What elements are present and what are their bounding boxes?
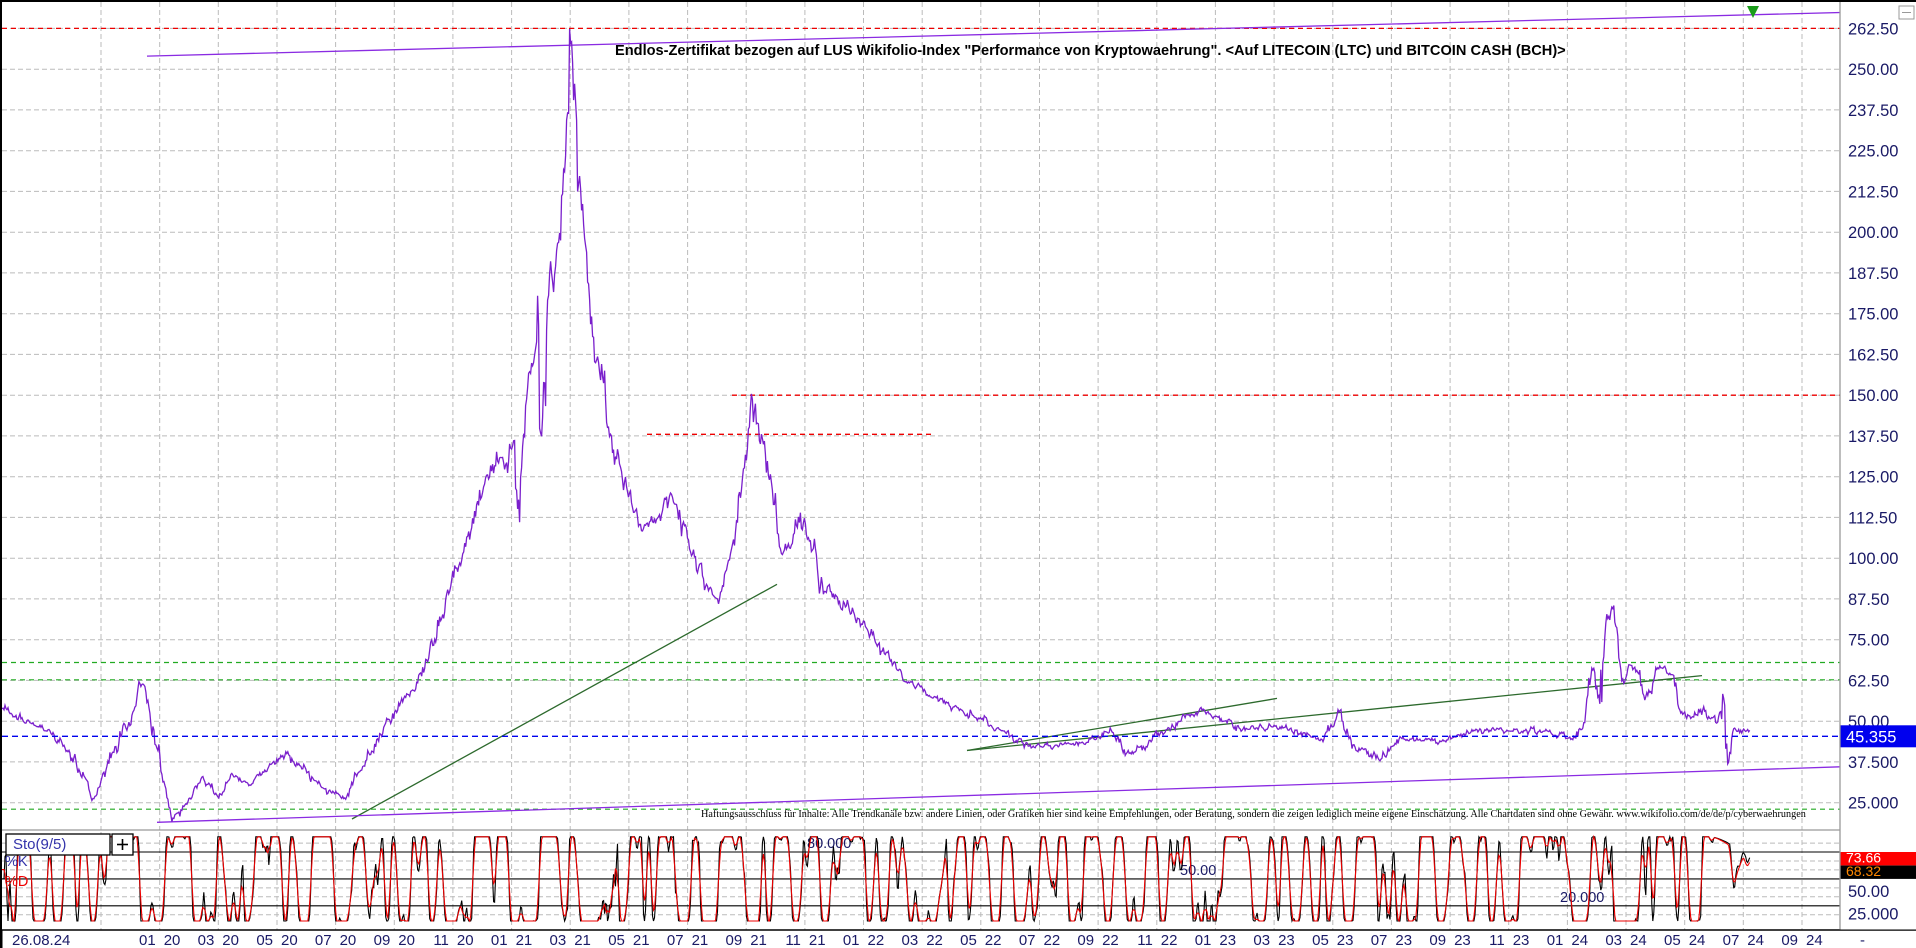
svg-text:200.00: 200.00 [1848,224,1898,242]
svg-text:26.08.24: 26.08.24 [12,932,70,948]
svg-text:25.000: 25.000 [1848,905,1898,923]
svg-text:09: 09 [374,932,391,948]
svg-text:21: 21 [692,932,709,948]
svg-text:07: 07 [1723,932,1740,948]
svg-text:03: 03 [902,932,919,948]
svg-text:24: 24 [1806,932,1823,948]
svg-text:05: 05 [256,932,273,948]
svg-text:%D: %D [5,874,28,890]
svg-text:20: 20 [457,932,474,948]
svg-text:09: 09 [1077,932,1094,948]
svg-text:20: 20 [281,932,298,948]
svg-text:-: - [1860,932,1865,948]
svg-text:07: 07 [1019,932,1036,948]
svg-text:22: 22 [1102,932,1119,948]
svg-text:23: 23 [1219,932,1236,948]
svg-text:80.000: 80.000 [807,836,851,852]
svg-text:20: 20 [164,932,181,948]
svg-text:22: 22 [868,932,885,948]
svg-text:Endlos-Zertifikat bezogen auf: Endlos-Zertifikat bezogen auf LUS Wikifo… [615,43,1566,59]
svg-text:05: 05 [1312,932,1329,948]
svg-text:212.50: 212.50 [1848,183,1898,201]
svg-text:01: 01 [491,932,508,948]
svg-text:50.00: 50.00 [1180,863,1216,879]
svg-text:87.50: 87.50 [1848,591,1889,609]
svg-text:05: 05 [960,932,977,948]
svg-text:20: 20 [340,932,357,948]
svg-text:05: 05 [1664,932,1681,948]
svg-text:37.500: 37.500 [1848,754,1898,772]
svg-text:20: 20 [398,932,415,948]
svg-text:21: 21 [633,932,650,948]
svg-text:175.00: 175.00 [1848,306,1898,324]
svg-text:24: 24 [1630,932,1647,948]
svg-text:%K: %K [5,854,28,870]
svg-text:07: 07 [667,932,684,948]
svg-text:11: 11 [433,932,449,948]
svg-text:21: 21 [574,932,591,948]
svg-text:187.50: 187.50 [1848,265,1898,283]
svg-text:162.50: 162.50 [1848,346,1898,364]
svg-text:262.50: 262.50 [1848,20,1898,38]
svg-text:01: 01 [139,932,156,948]
svg-text:23: 23 [1395,932,1412,948]
svg-text:112.50: 112.50 [1848,509,1897,527]
svg-text:75.00: 75.00 [1848,632,1889,650]
svg-text:62.50: 62.50 [1848,672,1889,690]
svg-text:24: 24 [1571,932,1588,948]
svg-text:05: 05 [608,932,625,948]
svg-text:Haftungsausschluss für Inhalte: Haftungsausschluss für Inhalte: Alle Tre… [701,809,1806,820]
svg-text:68.32: 68.32 [1846,863,1881,879]
svg-text:137.50: 137.50 [1848,428,1898,446]
svg-text:Sto(9/5): Sto(9/5) [13,836,66,853]
svg-text:20.000: 20.000 [1560,890,1604,906]
svg-text:225.00: 225.00 [1848,143,1898,161]
svg-text:09: 09 [1781,932,1798,948]
svg-text:21: 21 [809,932,826,948]
svg-text:237.50: 237.50 [1848,102,1898,120]
svg-text:24: 24 [1747,932,1764,948]
svg-text:250.00: 250.00 [1848,61,1898,79]
svg-text:11: 11 [1137,932,1153,948]
svg-text:22: 22 [985,932,1002,948]
svg-text:22: 22 [1044,932,1061,948]
svg-text:03: 03 [1605,932,1622,948]
svg-text:45.355: 45.355 [1846,728,1896,746]
svg-text:03: 03 [198,932,215,948]
svg-text:21: 21 [750,932,767,948]
svg-text:23: 23 [1278,932,1295,948]
svg-text:03: 03 [550,932,567,948]
svg-text:22: 22 [1161,932,1178,948]
svg-text:09: 09 [726,932,743,948]
svg-text:100.00: 100.00 [1848,550,1898,568]
svg-text:01: 01 [843,932,860,948]
svg-text:50.00: 50.00 [1848,883,1889,901]
svg-text:25.000: 25.000 [1848,795,1898,813]
svg-text:21: 21 [516,932,533,948]
svg-text:09: 09 [1429,932,1446,948]
svg-text:22: 22 [926,932,943,948]
svg-text:07: 07 [315,932,332,948]
svg-text:150.00: 150.00 [1848,387,1898,405]
svg-text:01: 01 [1547,932,1564,948]
svg-text:24: 24 [1689,932,1706,948]
svg-text:23: 23 [1337,932,1354,948]
svg-text:20: 20 [222,932,239,948]
svg-text:01: 01 [1195,932,1212,948]
svg-text:11: 11 [785,932,801,948]
svg-text:03: 03 [1253,932,1270,948]
svg-text:125.00: 125.00 [1848,469,1898,487]
svg-text:07: 07 [1371,932,1388,948]
svg-text:23: 23 [1454,932,1471,948]
svg-text:23: 23 [1513,932,1530,948]
svg-text:11: 11 [1489,932,1505,948]
